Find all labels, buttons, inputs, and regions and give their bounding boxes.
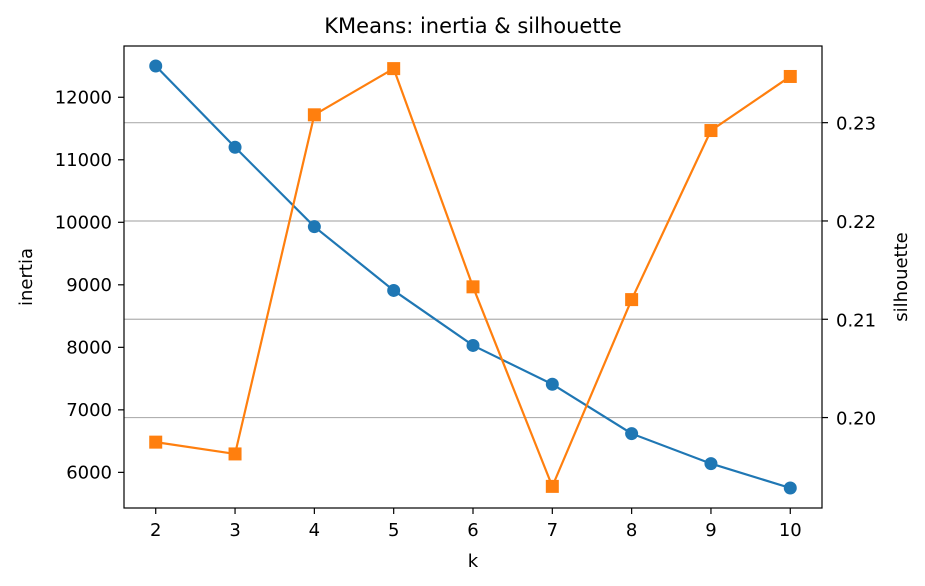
y-axis-left: 6000 7000 8000 9000 10000 11000 12000 bbox=[55, 87, 124, 483]
x-tick-label: 2 bbox=[150, 520, 161, 541]
chart-title: KMeans: inertia & silhouette bbox=[324, 14, 621, 38]
series-2-point bbox=[704, 124, 718, 138]
series-1-point bbox=[149, 59, 163, 73]
series-layer bbox=[149, 59, 797, 495]
y-left-tick-label: 7000 bbox=[66, 400, 112, 421]
plot-frame bbox=[123, 45, 823, 509]
x-tick-label: 3 bbox=[229, 520, 240, 541]
series-1-point bbox=[545, 377, 559, 391]
y-axis-right-label: silhouette bbox=[891, 232, 912, 321]
y-left-tick-label: 9000 bbox=[66, 275, 112, 296]
x-tick-label: 5 bbox=[388, 520, 399, 541]
x-axis: 2 3 4 5 6 7 8 9 10 bbox=[150, 508, 802, 541]
y-left-tick-label: 8000 bbox=[66, 337, 112, 358]
series-2-point bbox=[466, 280, 480, 294]
series-2-point bbox=[625, 293, 639, 307]
series-1-line bbox=[154, 65, 791, 490]
y-right-tick-label: 0.22 bbox=[836, 212, 876, 233]
y-axis-right: 0.20 0.21 0.22 0.23 bbox=[822, 114, 876, 430]
y-left-tick-label: 12000 bbox=[55, 87, 112, 108]
x-tick-label: 9 bbox=[705, 520, 716, 541]
series-2-point bbox=[228, 447, 242, 461]
x-tick-label: 8 bbox=[626, 520, 637, 541]
y-left-tick-label: 11000 bbox=[55, 150, 112, 171]
y-axis-left-label: inertia bbox=[16, 248, 37, 306]
series-2-point bbox=[149, 435, 163, 449]
series-2-line bbox=[155, 66, 791, 490]
series-2-point bbox=[783, 69, 797, 83]
x-tick-label: 7 bbox=[547, 520, 558, 541]
x-axis-label: k bbox=[468, 551, 479, 572]
y-left-tick-label: 6000 bbox=[66, 462, 112, 483]
series-1-point bbox=[625, 427, 639, 441]
series-1-point bbox=[783, 481, 797, 495]
series-1-point bbox=[307, 220, 321, 234]
plot-border bbox=[123, 45, 823, 509]
grid bbox=[124, 122, 822, 419]
series-1-point bbox=[387, 283, 401, 297]
series-1-point bbox=[228, 140, 242, 154]
y-right-tick-label: 0.23 bbox=[836, 114, 876, 135]
y-left-tick-label: 10000 bbox=[55, 212, 112, 233]
x-tick-label: 6 bbox=[467, 520, 478, 541]
y-right-tick-label: 0.20 bbox=[836, 409, 876, 430]
series-1-point bbox=[466, 338, 480, 352]
x-tick-label: 4 bbox=[309, 520, 320, 541]
x-tick-label: 10 bbox=[779, 520, 802, 541]
series-2-point bbox=[307, 108, 321, 122]
series-2-point bbox=[545, 479, 559, 493]
series-1-point bbox=[704, 457, 718, 471]
series-2-point bbox=[387, 62, 401, 76]
y-right-tick-label: 0.21 bbox=[836, 310, 876, 331]
